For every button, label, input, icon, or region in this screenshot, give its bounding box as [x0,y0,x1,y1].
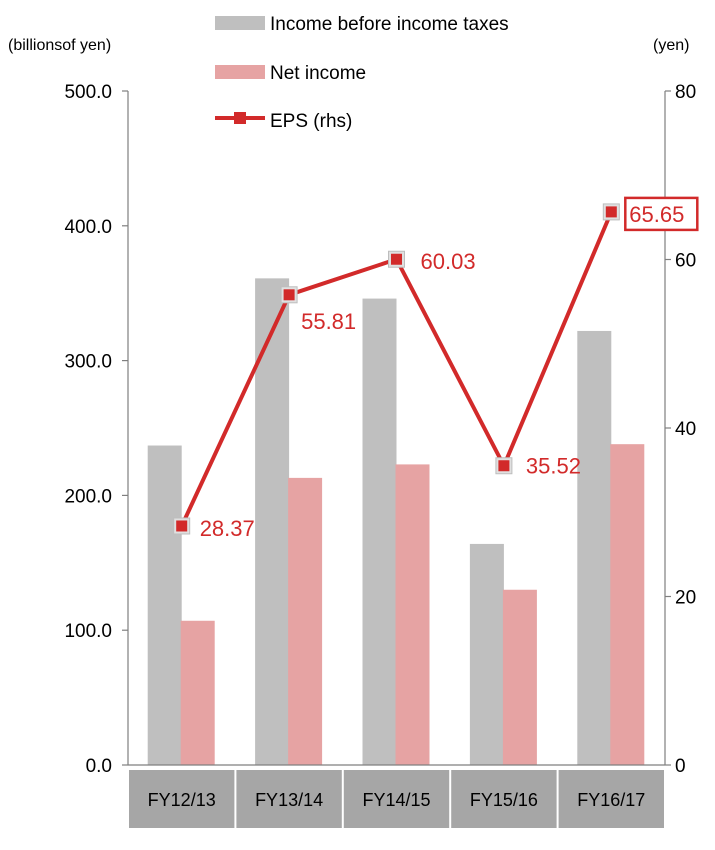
left-tick-label: 200.0 [64,486,112,507]
left-axis-label: (billionsof yen) [8,37,111,54]
bar-income-before-taxes [469,543,504,765]
eps-marker [605,206,617,218]
bar-income-before-taxes [577,330,612,765]
eps-marker [283,289,295,301]
right-tick-label: 0 [675,756,686,777]
right-tick-label: 80 [675,82,696,103]
right-axis-label: (yen) [653,37,689,54]
category-label: FY13/14 [255,790,323,810]
category-box [558,770,664,828]
bar-net-income [610,444,645,765]
right-tick-label: 20 [675,588,696,609]
left-tick-label: 0.0 [86,756,112,777]
legend-swatch-income-before-taxes [215,16,265,30]
right-tick-label: 60 [675,251,696,272]
category-label: FY14/15 [362,790,430,810]
eps-marker [498,460,510,472]
eps-highlight-box [624,196,699,232]
eps-data-label: 55.81 [301,309,356,334]
eps-marker [391,253,402,265]
category-label: FY15/16 [470,790,538,810]
bar-income-before-taxes [147,445,182,765]
bar-net-income [395,464,430,765]
category-label: FY12/13 [148,790,216,810]
eps-data-label: 35.52 [526,454,581,479]
left-tick-label: 400.0 [64,217,112,238]
category-box [236,770,342,828]
left-tick-label: 100.0 [64,621,112,642]
legend-label: Income before income taxes [270,14,509,35]
category-box [451,770,557,828]
bar-income-before-taxes [362,298,397,765]
eps-data-label: 65.65 [629,202,684,227]
eps-data-label: 28.37 [200,516,255,541]
legend-marker-eps [234,112,246,124]
category-box [343,770,450,828]
category-box [129,770,235,828]
eps-data-label: 60.03 [421,249,476,274]
bar-income-before-taxes [255,278,290,765]
bar-net-income [288,477,323,765]
category-label: FY16/17 [577,790,645,810]
eps-marker [176,520,188,532]
left-tick-label: 500.0 [64,82,112,103]
legend-swatch-net-income [215,65,265,79]
legend-label: EPS (rhs) [270,111,352,132]
legend-label: Net income [270,63,366,84]
left-tick-label: 300.0 [64,352,112,373]
bar-net-income [180,620,215,765]
bar-net-income [502,589,537,765]
right-tick-label: 40 [675,419,696,440]
